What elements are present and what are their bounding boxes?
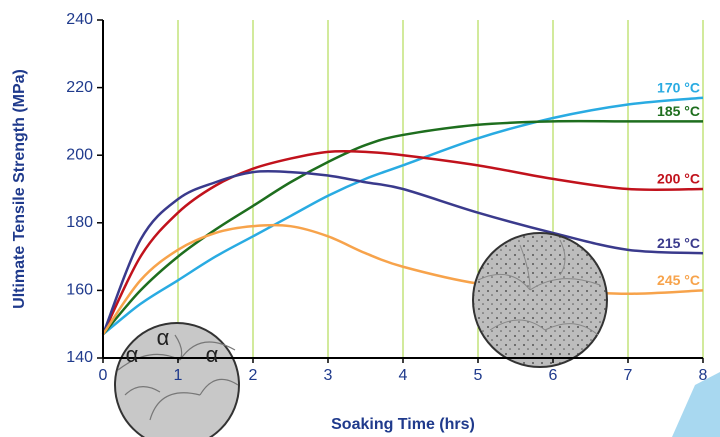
series-label: 245 °C [657,272,700,288]
x-tick-label: 6 [549,367,558,384]
decoration [672,372,720,437]
y-tick-label: 240 [66,11,93,28]
series-label: 215 °C [657,235,700,251]
x-tick-label: 3 [324,367,333,384]
annotation: α [206,342,219,367]
series-label: 200 °C [657,171,700,187]
annotation: α [126,342,139,367]
chart: 0 1 2 3 4 5 6 7 8 140 160 180 200 220 240 170 °C 185 °C 2… [0,0,720,437]
microstructure-right [473,233,607,367]
series-label: 170 °C [657,79,700,95]
y-axis-label: Ultimate Tensile Strength (MPa) [11,69,28,309]
y-tick-label: 220 [66,79,93,96]
x-tick-label: 0 [99,367,108,384]
x-tick-label: 8 [699,367,708,384]
x-axis-label: Soaking Time (hrs) [331,416,475,433]
y-tick-label: 140 [66,349,93,366]
x-tick-label: 5 [474,367,483,384]
y-tick-label: 180 [66,214,93,231]
series-label: 185 °C [657,103,700,119]
y-tick-label: 200 [66,146,93,163]
y-tick-label: 160 [66,282,93,299]
x-tick-label: 7 [624,367,633,384]
x-tick-label: 2 [249,367,258,384]
annotation: α [157,325,170,350]
x-tick-label: 4 [399,367,408,384]
x-tick-label: 1 [174,367,183,384]
